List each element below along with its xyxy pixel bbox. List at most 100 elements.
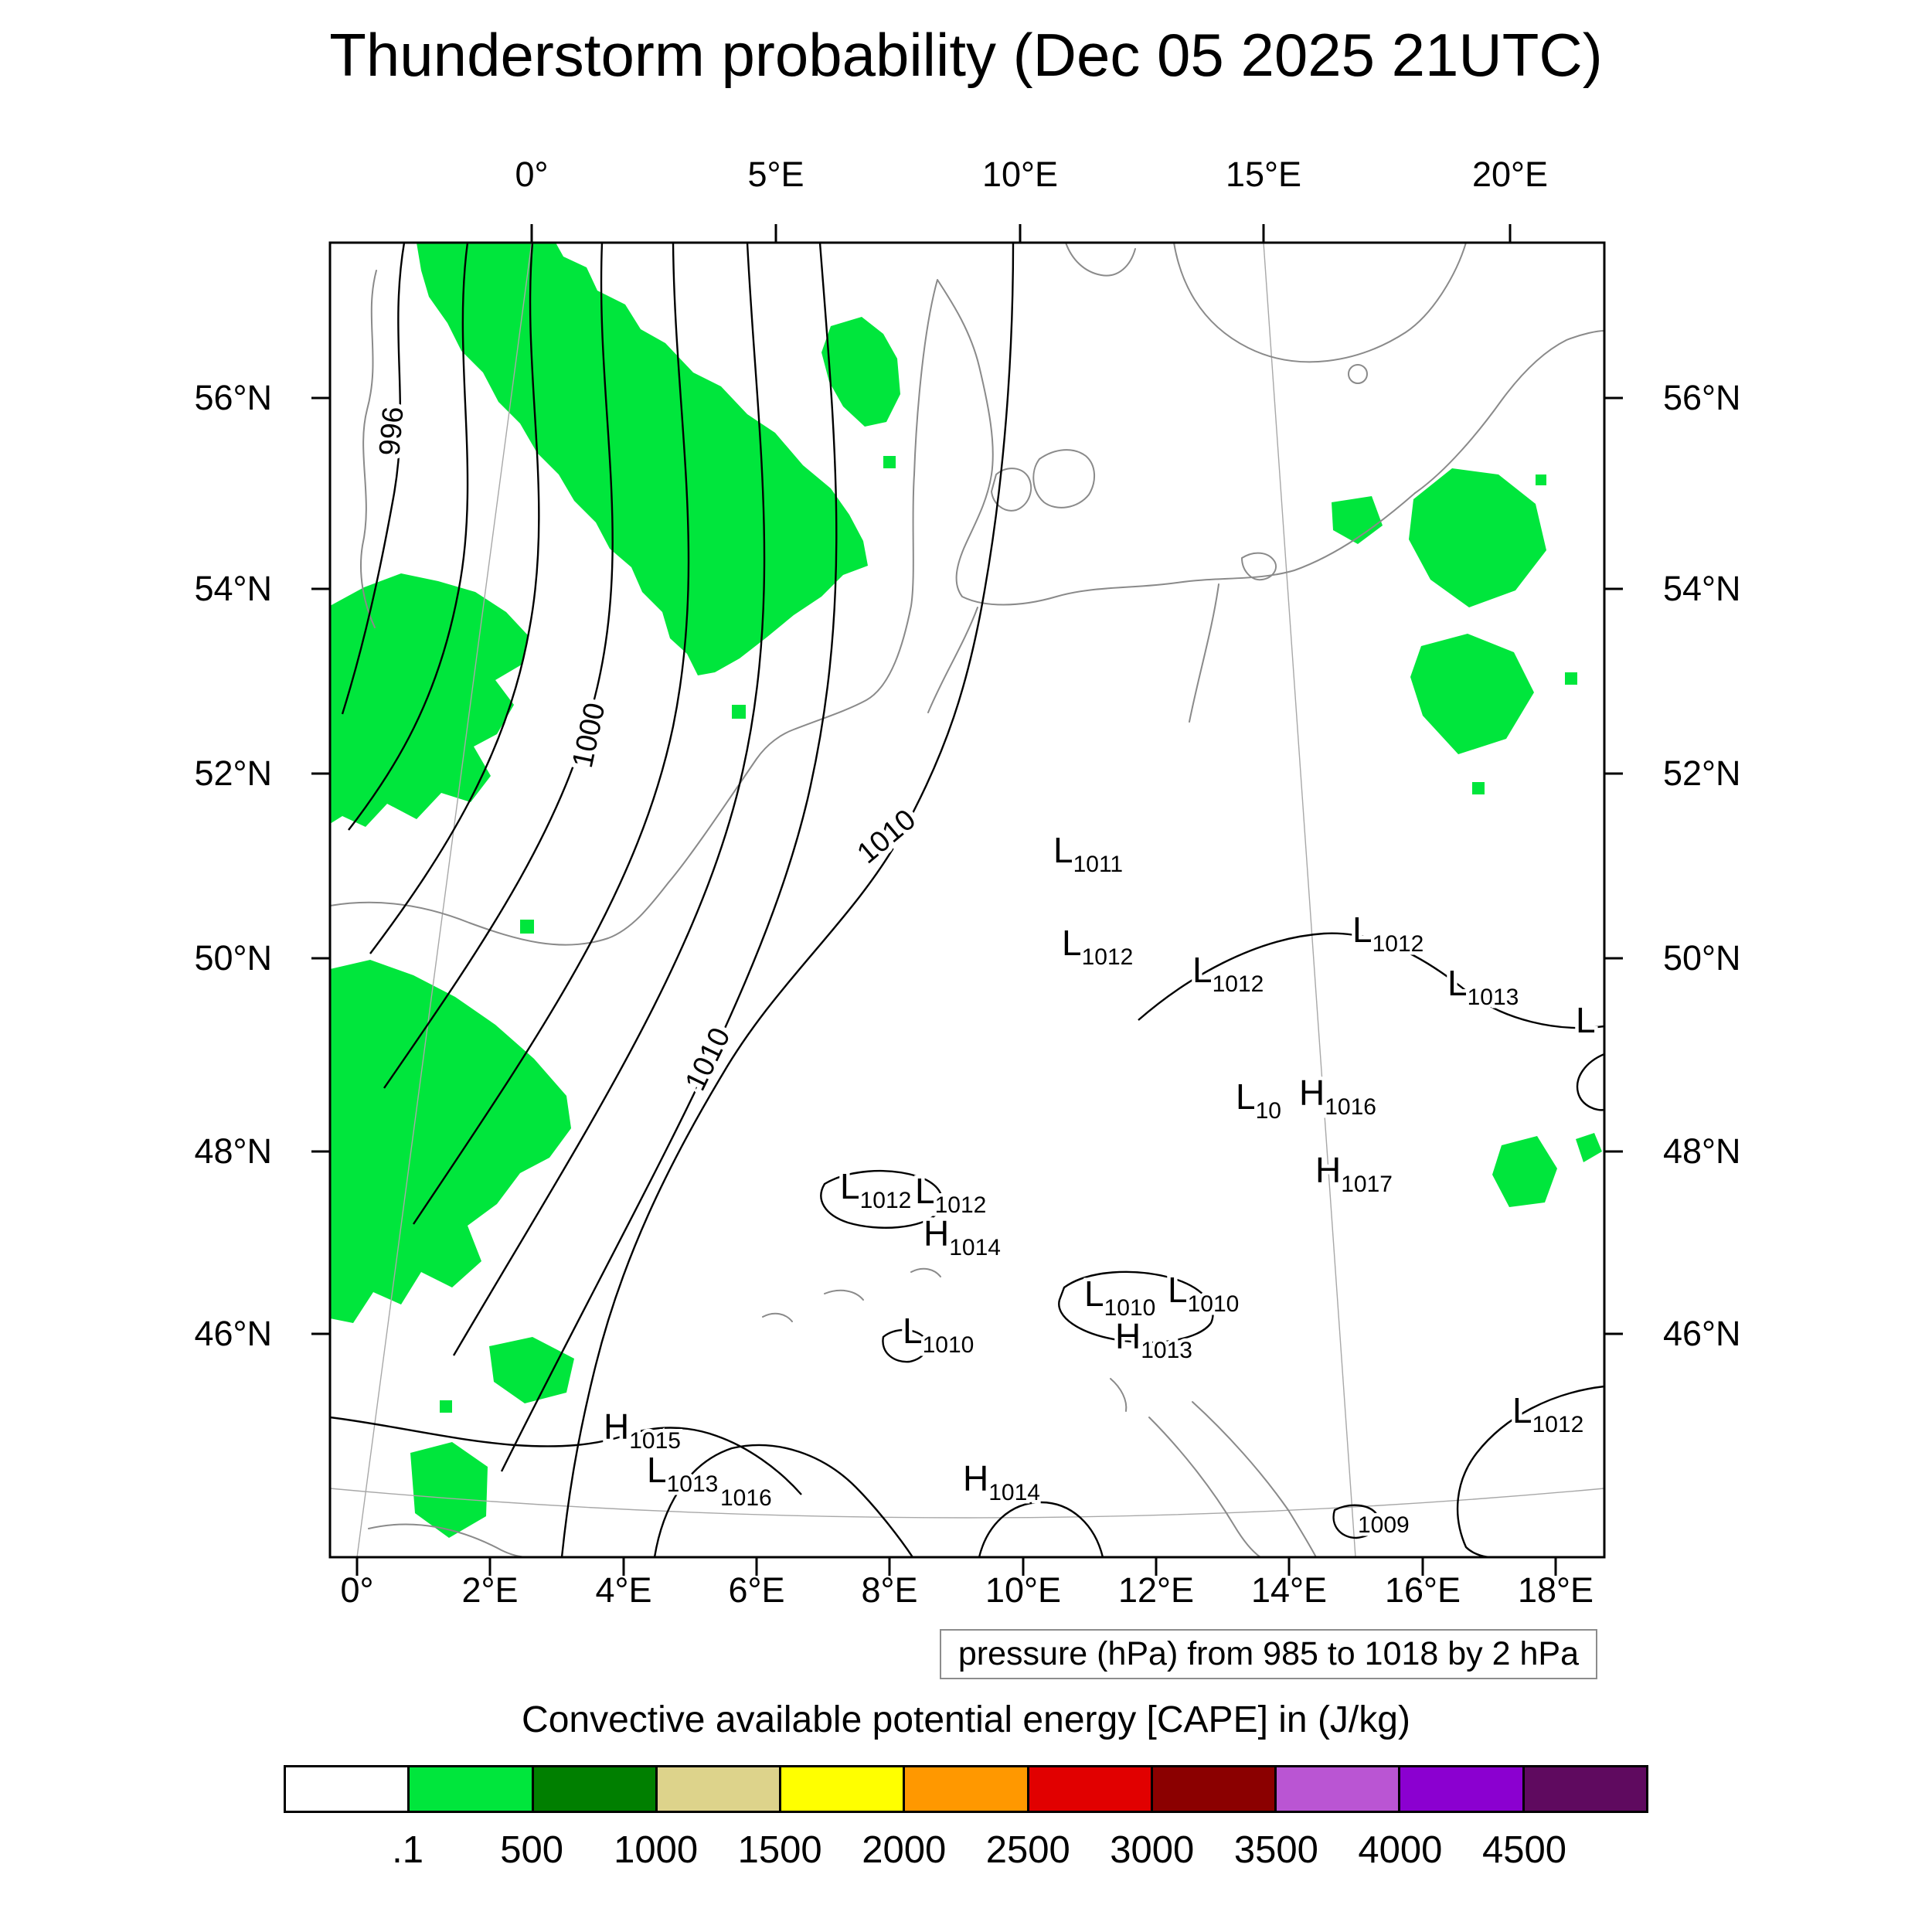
coastlines [330, 243, 1604, 1557]
coastline-zealand [1032, 449, 1095, 509]
contour-line [500, 243, 838, 1472]
cape-area [1576, 1133, 1602, 1162]
alpine-lakes [762, 1267, 941, 1322]
colorbar-segment [903, 1767, 1027, 1811]
pressure-center-label: L1010 [1168, 1270, 1239, 1317]
pressure-center-label: L1012 [1352, 910, 1423, 957]
left-axis-label: 54°N [194, 569, 272, 608]
cape-area [330, 573, 528, 827]
colorbar-segment [407, 1767, 532, 1811]
cape-area [1492, 1136, 1557, 1207]
pressure-center-label: L1013 [647, 1450, 718, 1497]
top-axis-label: 0° [515, 155, 549, 194]
bottom-axis-label: 0° [340, 1570, 374, 1610]
meridian-15E [1263, 243, 1356, 1557]
pressure-center-label: L1011 [1053, 830, 1123, 877]
pressure-center-label: L1012 [840, 1166, 911, 1213]
bottom-axis-label: 6°E [728, 1570, 785, 1610]
top-axis-label: 5°E [747, 155, 804, 194]
contour-line-1010 [560, 243, 1015, 1557]
colorbar-label: 3000 [1110, 1829, 1195, 1871]
contour-line [1058, 1270, 1214, 1344]
coastline-baltic-ne [1414, 330, 1604, 494]
contour-line [348, 243, 469, 831]
pressure-center-label: L10 [1236, 1077, 1281, 1124]
top-axis-label: 20°E [1471, 155, 1549, 194]
colorbar-label: 3500 [1233, 1829, 1318, 1871]
left-axis-label: 48°N [194, 1131, 272, 1171]
top-axis-label: 10°E [981, 155, 1059, 194]
cape-area [605, 352, 644, 388]
parallel-45N [330, 1488, 1604, 1519]
right-axis-label: 54°N [1663, 569, 1741, 608]
coastline-norway-tip [1065, 243, 1136, 277]
cape-area [489, 1337, 574, 1403]
colorbar-segment [1274, 1767, 1399, 1811]
cape-area [1565, 672, 1577, 685]
coastline-uk-east [360, 270, 377, 628]
contour-line [341, 243, 406, 715]
coastline-north-sea-baltic [668, 279, 1416, 883]
colorbar-segment [1522, 1767, 1646, 1811]
pressure-center-label: H1015 [604, 1406, 681, 1454]
cape-area [883, 456, 896, 468]
contour-line [820, 1169, 944, 1229]
bottom-axis-label: 18°E [1517, 1570, 1594, 1610]
right-axis-label: 48°N [1663, 1131, 1741, 1171]
contour-line [1576, 1053, 1604, 1111]
colorbar-label: .1 [392, 1829, 423, 1871]
cape-area [1332, 496, 1383, 544]
contour-line [653, 1444, 913, 1557]
coastline-adriatic [1148, 1401, 1317, 1557]
contour-line [1138, 932, 1604, 1029]
pressure-center-label: H1014 [923, 1213, 1001, 1260]
left-axis-label: 46°N [194, 1314, 272, 1353]
right-axis-label: 46°N [1663, 1314, 1741, 1353]
colorbar-segment [286, 1767, 408, 1811]
colorbar-label: 4500 [1481, 1829, 1566, 1871]
bottom-axis-label: 4°E [595, 1570, 652, 1610]
pressure-center-label: 1016 [720, 1485, 772, 1511]
pressure-caption: pressure (hPa) from 985 to 1018 by 2 hPa [939, 1629, 1597, 1679]
pressure-center-label: L1012 [915, 1171, 986, 1218]
coastline-istria [1110, 1378, 1128, 1412]
river-elbe [927, 607, 978, 713]
top-axis-label: 15°E [1225, 155, 1302, 194]
contour-line [1332, 1504, 1380, 1539]
contour-line [882, 1328, 928, 1363]
colorbar-segment [1398, 1767, 1522, 1811]
contour-label: 996 [373, 406, 410, 457]
cape-legend-title: Convective available potential energy [C… [522, 1699, 1410, 1740]
cape-area [1409, 468, 1546, 607]
coastline-sweden [1173, 243, 1467, 363]
contour-line [452, 243, 766, 1356]
contour-line [978, 1501, 1104, 1557]
cape-area [732, 705, 746, 719]
cape-area [1410, 634, 1534, 754]
cape-area [330, 960, 571, 1323]
pressure-center-label: 1009 [1358, 1512, 1410, 1538]
pressure-center-label: H1017 [1315, 1150, 1393, 1197]
right-axis-label: 52°N [1663, 753, 1741, 793]
colorbar-segment [655, 1767, 780, 1811]
colorbar-label: 500 [500, 1829, 563, 1871]
pressure-center-label: H1016 [1299, 1073, 1376, 1120]
map-border [328, 241, 1606, 1559]
coastline-bornholm [1348, 364, 1368, 384]
contour-label: 1010 [679, 1023, 737, 1096]
river-oder [1189, 583, 1219, 723]
cape-area [520, 920, 534, 934]
colorbar-label: 1500 [737, 1829, 822, 1871]
bottom-axis-label: 16°E [1384, 1570, 1461, 1610]
bottom-axis-label: 2°E [461, 1570, 519, 1610]
chart-title: Thunderstorm probability (Dec 05 2025 21… [329, 21, 1603, 89]
pressure-center-label: L1013 [1447, 963, 1519, 1010]
pressure-center-label: L1010 [903, 1311, 974, 1358]
cape-shaded-areas [330, 243, 1602, 1538]
axis-ticks [311, 224, 1623, 1576]
pressure-center-label: L1010 [1084, 1274, 1155, 1321]
cape-area [417, 243, 868, 675]
